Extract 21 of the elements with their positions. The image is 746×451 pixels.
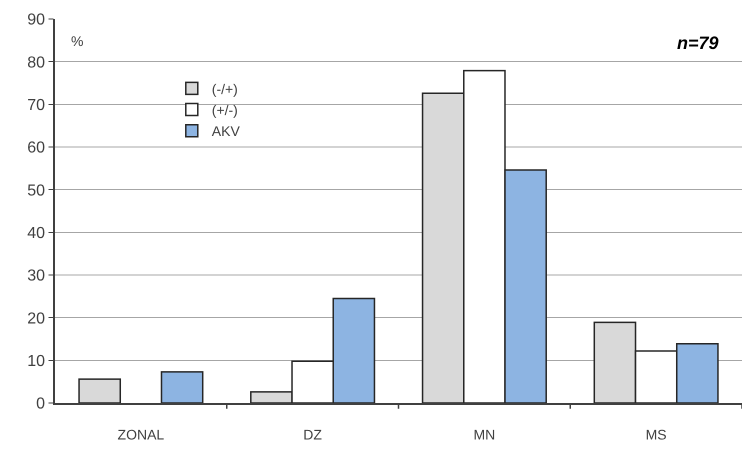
- x-tick-label: MS: [646, 426, 667, 443]
- annotation: %: [71, 33, 84, 49]
- y-tick-label: 40: [27, 224, 46, 242]
- x-tick-label: ZONAL: [118, 426, 164, 443]
- y-tick-label: 70: [27, 96, 46, 114]
- annotation: n=79: [677, 33, 719, 53]
- y-tick-label: 60: [27, 140, 46, 157]
- y-tick-label: 90: [27, 12, 46, 29]
- y-tick-label: 30: [27, 268, 46, 285]
- bar: [160, 371, 204, 403]
- x-tick-label: MN: [473, 426, 496, 443]
- y-tick-label: 20: [27, 310, 46, 328]
- y-tick-label: 80: [27, 54, 46, 72]
- legend-label: (+/-): [212, 102, 238, 118]
- x-tick-label: DZ: [303, 426, 322, 443]
- legend-label: (-/+): [212, 80, 238, 97]
- legend-label: AKV: [212, 123, 240, 140]
- y-tick-label: 10: [27, 352, 46, 370]
- bar: [78, 378, 122, 403]
- y-tick-label: 50: [27, 182, 46, 200]
- y-tick-label: 0: [36, 396, 46, 413]
